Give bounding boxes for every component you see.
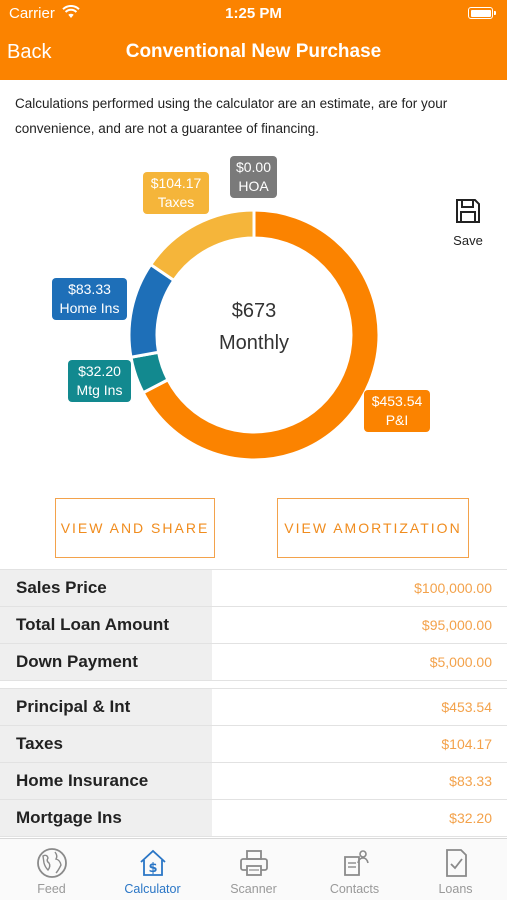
status-time: 1:25 PM (225, 5, 282, 22)
row-label: Mortgage Ins (0, 800, 212, 836)
loan-summary-table: Sales Price $100,000.00 Total Loan Amoun… (0, 569, 507, 681)
tab-feed[interactable]: Feed (1, 839, 102, 900)
battery-icon (468, 7, 496, 19)
calculator-house-icon: $ (139, 849, 166, 876)
globe-icon (36, 848, 67, 878)
row-label: Home Insurance (0, 763, 212, 799)
row-label: Sales Price (0, 570, 212, 606)
row-value: $5,000.00 (429, 654, 492, 670)
table-row: Home Insurance $83.33 (0, 763, 507, 800)
floppy-disk-icon (456, 199, 480, 223)
nav-bar: Back Conventional New Purchase (0, 38, 507, 68)
slice-tag-hoa: $0.00 HOA (230, 156, 277, 198)
save-label: Save (453, 233, 483, 248)
printer-icon (239, 850, 268, 876)
document-check-icon (445, 849, 467, 877)
slice-tag-home-ins-label: Home Ins (59, 300, 120, 316)
row-label: Principal & Int (0, 689, 212, 725)
slice-tag-taxes-value: $104.17 (150, 175, 202, 191)
row-value: $32.20 (449, 810, 492, 826)
tab-label: Scanner (230, 882, 277, 896)
slice-tag-taxes-label: Taxes (157, 194, 195, 210)
slice-tag-hoa-label: HOA (238, 178, 269, 194)
contacts-icon (343, 850, 369, 876)
tab-contacts[interactable]: Contacts (304, 839, 405, 900)
slice-tag-mtg-ins: $32.20 Mtg Ins (68, 360, 131, 402)
view-and-share-button[interactable]: VIEW AND SHARE (55, 498, 215, 558)
wifi-icon (62, 5, 80, 23)
page-title: Conventional New Purchase (125, 41, 382, 62)
table-row: Total Loan Amount $95,000.00 (0, 607, 507, 644)
tab-loans[interactable]: Loans (405, 839, 506, 900)
tab-label: Contacts (329, 882, 380, 896)
top-bar: Carrier 1:25 PM Back Conventional New Pu… (0, 0, 507, 80)
table-row: Down Payment $5,000.00 (0, 644, 507, 681)
row-value: $83.33 (449, 773, 492, 789)
tab-label: Loans (438, 882, 473, 896)
disclaimer-text: Calculations performed using the calcula… (15, 96, 448, 136)
save-button[interactable]: Save (448, 198, 488, 248)
slice-tag-pi: $453.54 P&I (364, 390, 430, 432)
slice-tag-pi-value: $453.54 (371, 393, 423, 409)
tab-label: Feed (37, 882, 66, 896)
row-value: $95,000.00 (421, 617, 492, 633)
slice-tag-home-ins: $83.33 Home Ins (52, 278, 127, 320)
slice-tag-hoa-value: $0.00 (235, 159, 272, 175)
table-row: Mortgage Ins $32.20 (0, 800, 507, 837)
table-row: Sales Price $100,000.00 (0, 570, 507, 607)
row-value: $453.54 (441, 699, 492, 715)
slice-tag-home-ins-value: $83.33 (68, 281, 111, 297)
slice-tag-taxes: $104.17 Taxes (143, 172, 209, 214)
row-label: Total Loan Amount (0, 607, 212, 643)
donut-slice-p-i (141, 208, 381, 462)
monthly-total: $673 (231, 300, 277, 322)
slice-tag-mtg-ins-label: Mtg Ins (76, 382, 123, 398)
status-bar: Carrier 1:25 PM (0, 0, 507, 28)
view-amortization-button[interactable]: VIEW AMORTIZATION (277, 498, 469, 558)
row-label: Taxes (0, 726, 212, 762)
tab-calculator[interactable]: $ Calculator (102, 839, 203, 900)
donut-chart-svg (127, 208, 381, 462)
table-row: Taxes $104.17 (0, 726, 507, 763)
tab-scanner[interactable]: Scanner (203, 839, 304, 900)
donut-slice-taxes (148, 208, 256, 283)
payment-breakdown-chart: $673 Monthly $453.54 P&I $32.20 Mtg Ins … (0, 150, 507, 480)
slice-tag-mtg-ins-value: $32.20 (78, 363, 121, 379)
row-value: $104.17 (441, 736, 492, 752)
table-row: Principal & Int $453.54 (0, 689, 507, 726)
row-value: $100,000.00 (414, 580, 492, 596)
back-button[interactable]: Back (7, 41, 52, 63)
tab-label: Calculator (124, 882, 181, 896)
payment-breakdown-table: Principal & Int $453.54 Taxes $104.17 Ho… (0, 688, 507, 837)
monthly-label: Monthly (218, 332, 290, 354)
tab-bar: Feed $ Calculator Scanner Contacts (0, 838, 507, 900)
slice-tag-pi-label: P&I (385, 412, 409, 428)
carrier-label: Carrier (9, 5, 55, 22)
row-label: Down Payment (0, 644, 212, 680)
svg-text:$: $ (148, 861, 157, 876)
